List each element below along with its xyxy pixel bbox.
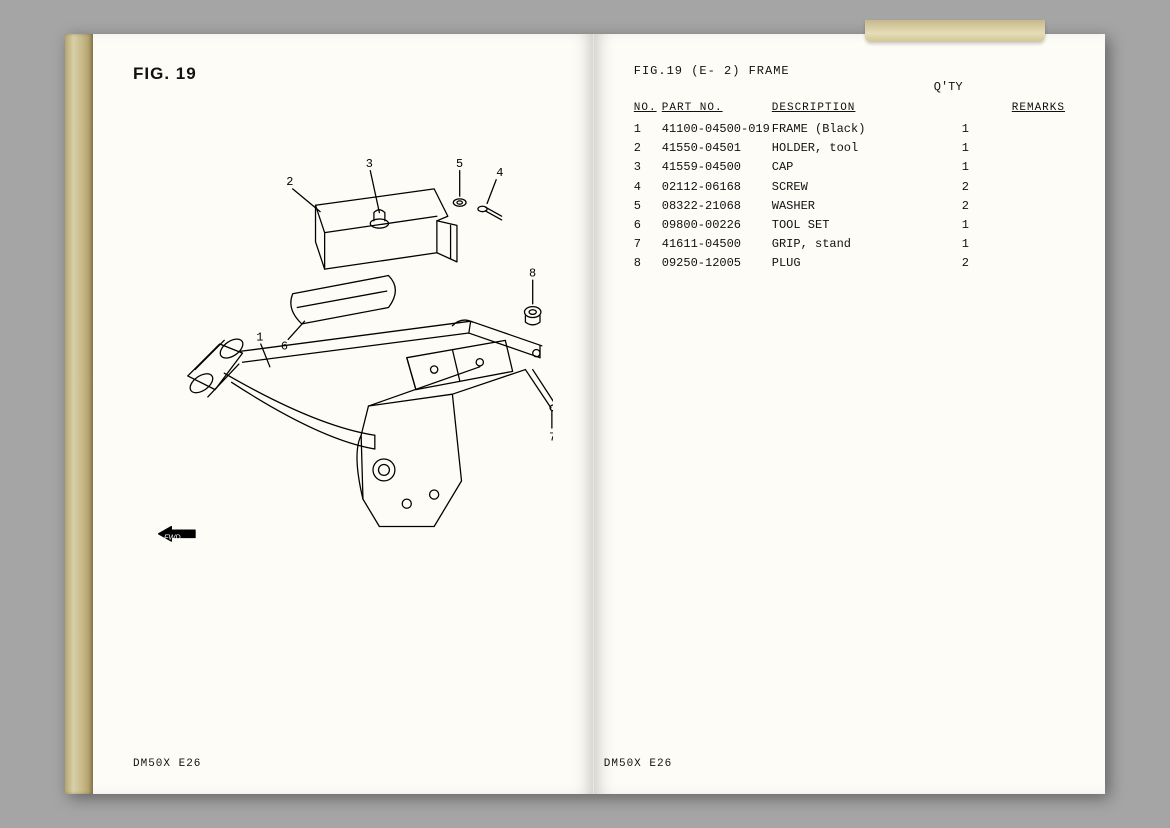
part-frame [187, 320, 553, 526]
callout-4: 4 [496, 166, 503, 180]
parts-table-header: NO. PART NO. DESCRIPTION REMARKS [634, 102, 1065, 116]
cell-remarks [1012, 139, 1065, 158]
cell-no: 5 [634, 197, 662, 216]
table-row: 241550-04501HOLDER, tool1 [634, 139, 1065, 158]
cell-qty: 1 [952, 120, 1012, 139]
col-no: NO. [634, 102, 662, 116]
page-right: FIG.19 (E- 2) FRAME Q'TY NO. PART NO. DE… [594, 34, 1105, 794]
table-row: 508322-21068WASHER2 [634, 197, 1065, 216]
part-holder [316, 189, 457, 269]
exploded-diagram: 1 2 3 4 5 6 7 8 FWD [133, 104, 553, 584]
cell-qty: 2 [952, 197, 1012, 216]
callout-5: 5 [456, 157, 463, 171]
cell-desc: SCREW [772, 178, 952, 197]
cell-no: 3 [634, 158, 662, 177]
cell-remarks [1012, 254, 1065, 273]
table-row: 402112-06168SCREW2 [634, 178, 1065, 197]
callout-6: 6 [281, 339, 288, 353]
torn-edge [865, 20, 1045, 42]
col-qty [952, 102, 1012, 116]
cell-desc: TOOL SET [772, 216, 952, 235]
cell-qty: 1 [952, 216, 1012, 235]
part-screw [478, 206, 502, 220]
cell-remarks [1012, 120, 1065, 139]
cell-desc: HOLDER, tool [772, 139, 952, 158]
cell-part: 41550-04501 [662, 139, 772, 158]
cell-qty: 2 [952, 254, 1012, 273]
cell-qty: 1 [952, 158, 1012, 177]
page-left: FIG. 19 [93, 34, 594, 794]
col-remarks: REMARKS [1012, 102, 1065, 116]
callout-2: 2 [286, 175, 293, 189]
cell-qty: 1 [952, 139, 1012, 158]
cell-remarks [1012, 178, 1065, 197]
cell-remarks [1012, 197, 1065, 216]
col-part: PART NO. [662, 102, 772, 116]
callout-7: 7 [549, 431, 553, 445]
cell-part: 09800-00226 [662, 216, 772, 235]
cell-remarks [1012, 158, 1065, 177]
table-row: 141100-04500-019FRAME (Black)1 [634, 120, 1065, 139]
cell-part: 41611-04500 [662, 235, 772, 254]
table-row: 741611-04500GRIP, stand1 [634, 235, 1065, 254]
cell-desc: GRIP, stand [772, 235, 952, 254]
cell-part: 02112-06168 [662, 178, 772, 197]
cell-remarks [1012, 216, 1065, 235]
cell-desc: CAP [772, 158, 952, 177]
cell-desc: WASHER [772, 197, 952, 216]
cell-qty: 1 [952, 235, 1012, 254]
figure-title: FIG. 19 [133, 64, 553, 84]
col-desc: DESCRIPTION [772, 102, 952, 116]
cell-part: 41559-04500 [662, 158, 772, 177]
cell-desc: FRAME (Black) [772, 120, 952, 139]
open-book: FIG. 19 [65, 34, 1105, 794]
cell-part: 09250-12005 [662, 254, 772, 273]
book-spine [65, 34, 93, 794]
page-footer-left: DM50X E26 [133, 758, 201, 770]
cell-no: 1 [634, 120, 662, 139]
cell-no: 8 [634, 254, 662, 273]
callout-3: 3 [366, 157, 373, 171]
page-footer-right: DM50X E26 [604, 758, 672, 770]
cell-part: 41100-04500-019 [662, 120, 772, 139]
qty-header: Q'TY [934, 80, 963, 94]
table-row: 609800-00226TOOL SET1 [634, 216, 1065, 235]
callout-1: 1 [256, 330, 263, 344]
cell-part: 08322-21068 [662, 197, 772, 216]
fwd-label: FWD [164, 532, 181, 541]
frame-diagram-svg: 1 2 3 4 5 6 7 8 FWD [133, 104, 553, 584]
cell-no: 6 [634, 216, 662, 235]
cell-qty: 2 [952, 178, 1012, 197]
table-row: 341559-04500CAP1 [634, 158, 1065, 177]
part-toolset [291, 276, 396, 324]
callout-8: 8 [529, 266, 536, 280]
part-washer [453, 199, 466, 206]
cell-remarks [1012, 235, 1065, 254]
table-row: 809250-12005PLUG2 [634, 254, 1065, 273]
part-plug [524, 307, 540, 325]
cell-no: 7 [634, 235, 662, 254]
figure-subtitle: FIG.19 (E- 2) FRAME [634, 64, 1065, 78]
cell-desc: PLUG [772, 254, 952, 273]
cell-no: 4 [634, 178, 662, 197]
parts-table-body: 141100-04500-019FRAME (Black)1241550-045… [634, 120, 1065, 274]
cell-no: 2 [634, 139, 662, 158]
